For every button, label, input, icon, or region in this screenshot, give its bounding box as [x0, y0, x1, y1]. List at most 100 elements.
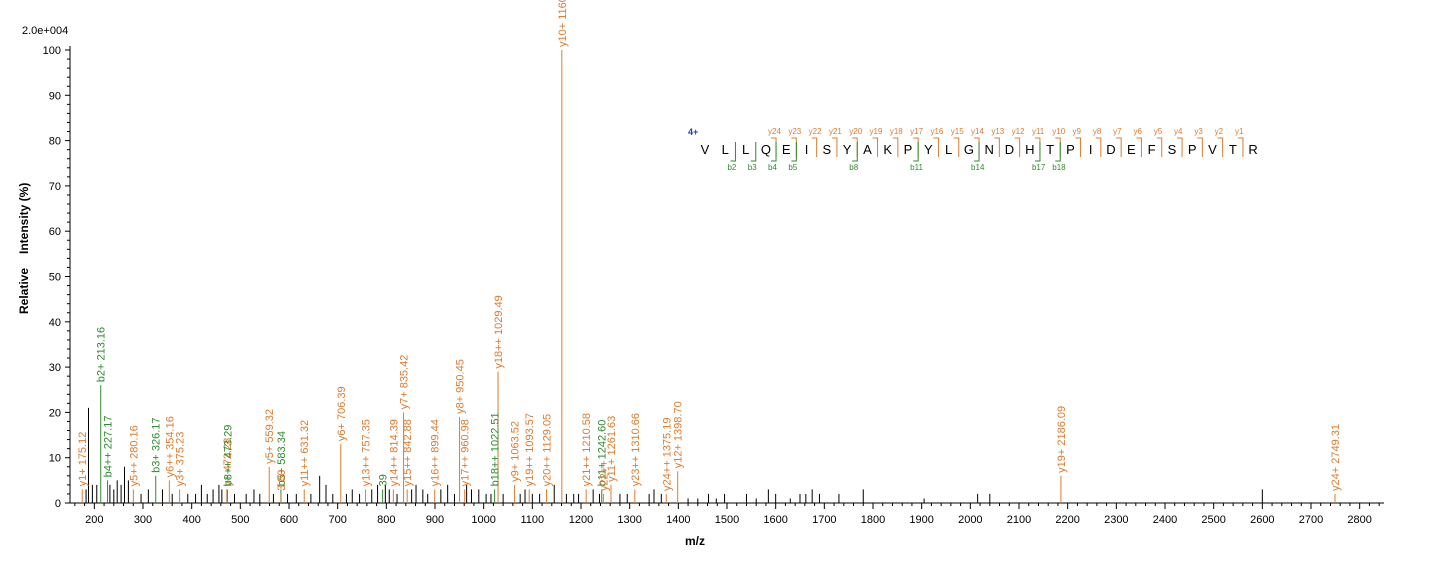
y-ion-label: y1 — [1235, 127, 1244, 136]
b-ion-label: b5 — [788, 163, 797, 172]
b-ion-bracket — [771, 142, 777, 162]
x-tick-label: 2300 — [1104, 514, 1128, 526]
x-tick-label: 1200 — [569, 514, 593, 526]
sequence-residue: V — [701, 142, 710, 157]
b-ion-label: b2 — [727, 163, 736, 172]
peak-label: y6+ 706.39 — [336, 386, 348, 441]
y-ion-bracket — [933, 137, 939, 157]
y-axis-title: Relative Intensity (%) — [17, 183, 31, 314]
sequence-residue: L — [742, 142, 749, 157]
axes: 0 10 20 30 40 50 60 70 80 90 100 200 300 400 500 600 700… — [43, 45, 1384, 526]
peak-label: y22++ — [598, 460, 610, 491]
sequence-residue: L — [722, 142, 729, 157]
y-axis-title-part1: Relative — [17, 268, 31, 314]
peak-label: y13++ 757.35 — [361, 419, 373, 486]
b-ion-label: b11 — [910, 163, 923, 172]
y-ion-bracket — [892, 137, 899, 157]
y-ion-label: y4 — [1174, 127, 1183, 136]
y-ion-bracket — [913, 137, 919, 157]
sequence-residue: F — [1148, 142, 1156, 157]
y-ion-label: y20 — [849, 127, 862, 136]
x-tick-label: 1000 — [471, 514, 495, 526]
x-tick-label: 2600 — [1250, 514, 1274, 526]
x-tick-label: 1400 — [666, 514, 690, 526]
y-ion-bracket — [1075, 137, 1082, 157]
y-ion-bracket — [872, 137, 879, 157]
peak-label: y6++ 354.16 — [164, 416, 176, 477]
sequence-residue: N — [985, 142, 994, 157]
b-ion-label: b17 — [1032, 163, 1046, 172]
peak-label: y19+ 2186.09 — [1056, 406, 1068, 473]
x-tick-label: 1600 — [763, 514, 787, 526]
peak-label: y20++ 1129.05 — [541, 414, 553, 487]
y-ion-label: y5 — [1154, 127, 1163, 136]
y-ion-bracket — [1095, 137, 1102, 157]
y-ion-label: y6 — [1133, 127, 1142, 136]
x-tick-label: 300 — [134, 514, 152, 526]
y-ion-bracket — [1177, 137, 1183, 157]
sequence-residue: A — [863, 142, 872, 157]
b-ion-label: b3 — [748, 163, 757, 172]
x-tick-label: 600 — [280, 514, 298, 526]
sequence-residue: P — [904, 142, 913, 157]
y-ion-label: y14 — [971, 127, 984, 136]
peak-label: y15++ 842.88 — [402, 419, 414, 486]
peak-label: y8+ 950.45 — [455, 359, 467, 414]
y-tick-label: 30 — [49, 362, 61, 374]
x-tick-label: 1300 — [617, 514, 641, 526]
peak-label: y5++ 280.16 — [128, 425, 140, 486]
sequence-residue: D — [1106, 142, 1115, 157]
b-ion-label: b18 — [1052, 163, 1066, 172]
x-tick-label: 2500 — [1201, 514, 1225, 526]
y-ion-bracket — [791, 137, 797, 157]
sequence-residue: Y — [843, 142, 852, 157]
y-tick-label: 100 — [43, 45, 61, 57]
y-ion-label: y24 — [768, 127, 781, 136]
x-tick-label: 1100 — [521, 514, 545, 526]
x-tick-label: 500 — [231, 514, 249, 526]
intensity-scale-label: 2.0e+004 — [22, 25, 68, 37]
peak-label: b8++ 473.29 — [222, 425, 234, 487]
x-tick-label: 1800 — [861, 514, 885, 526]
y-tick-label: 90 — [49, 90, 61, 102]
peak-label: y21++ 1210.58 — [581, 413, 593, 486]
x-tick-label: 700 — [328, 514, 346, 526]
y-ion-bracket — [994, 137, 1000, 157]
y-ion-label: y8 — [1093, 127, 1102, 136]
b-ion-bracket — [1034, 142, 1041, 162]
peak-label: y24+ 2749.31 — [1330, 424, 1342, 491]
peak-label: y23++ 1310.66 — [630, 413, 642, 486]
y-ion-bracket — [771, 137, 777, 157]
x-axis-title: m/z — [685, 534, 705, 548]
peak-label: y24++ 1375.19 — [661, 418, 673, 491]
y-ion-label: y19 — [870, 127, 883, 136]
sequence-residue: P — [1188, 142, 1197, 157]
b-ion-label: b4 — [768, 163, 777, 172]
y-ion-bracket — [1116, 137, 1122, 157]
peak-label: y14++ 814.39 — [388, 419, 400, 486]
x-tick-label: 2000 — [958, 514, 982, 526]
peak-labels: y1+ 175.12 b2+ 213.16 b4++ 227.17 y5++ 280.… — [77, 0, 1342, 491]
sequence-residue: P — [1066, 142, 1075, 157]
y-ion-bracket — [811, 137, 818, 157]
b-ion-bracket — [913, 142, 919, 162]
charge-state-label: 4+ — [688, 127, 698, 137]
y-ion-label: y9 — [1073, 127, 1082, 136]
peak-label: y7+ 835.42 — [399, 355, 411, 410]
y-ion-label: y17 — [910, 127, 923, 136]
sequence-residue: S — [822, 142, 831, 157]
y-ion-label: y12 — [1012, 127, 1025, 136]
sequence-residue: V — [1208, 142, 1217, 157]
y-tick-label: 10 — [49, 453, 61, 465]
x-tick-label: 900 — [426, 514, 444, 526]
peak-label: y5+ 559.32 — [264, 409, 276, 464]
y-ion-label: y21 — [829, 127, 842, 136]
sequence-residue: I — [805, 142, 809, 157]
sequence-residue: H — [1025, 142, 1034, 157]
x-tick-label: 1700 — [812, 514, 836, 526]
y-ion-bracket — [1156, 137, 1163, 157]
y-ion-bracket — [852, 137, 858, 157]
sequence-residue: G — [964, 142, 974, 157]
y-ion-label: y13 — [991, 127, 1004, 136]
